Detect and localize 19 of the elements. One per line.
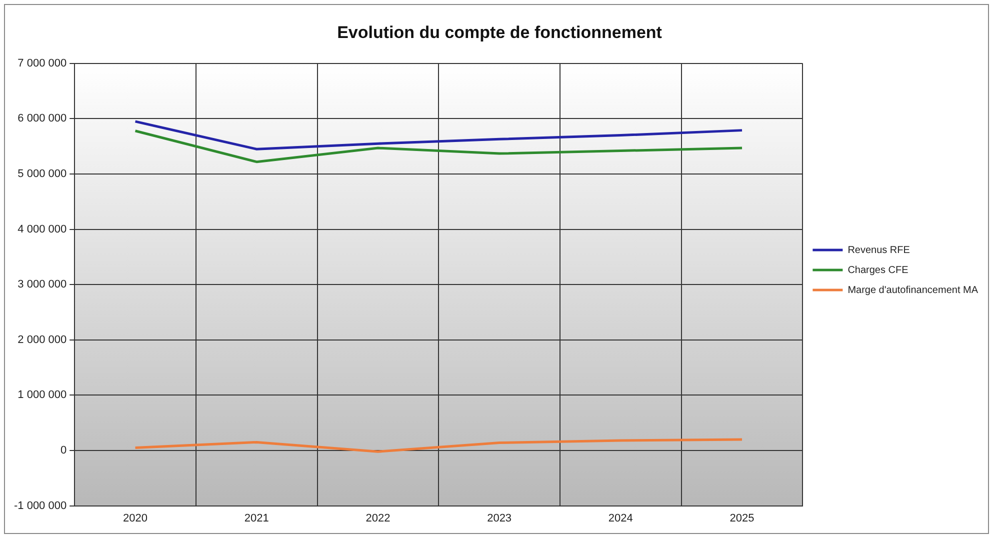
y-tick-label: 5 000 000 xyxy=(18,168,67,180)
y-tick-label: 7 000 000 xyxy=(18,57,67,70)
x-tick-label: 2023 xyxy=(487,512,512,524)
y-tick-label: 1 000 000 xyxy=(18,389,67,402)
x-tick-label: 2025 xyxy=(730,512,754,524)
x-tick-label: 2021 xyxy=(244,512,269,524)
legend-label: Marge d'autofinancement MA xyxy=(848,284,978,296)
chart-title: Evolution du compte de fonctionnement xyxy=(337,22,662,42)
x-tick-label: 2020 xyxy=(123,512,148,524)
y-tick-label: 6 000 000 xyxy=(18,112,67,125)
legend-label: Revenus RFE xyxy=(848,244,910,256)
y-tick-label: -1 000 000 xyxy=(14,500,67,512)
x-tick-label: 2024 xyxy=(608,512,633,524)
y-tick-label: 3 000 000 xyxy=(18,278,67,291)
y-tick-label: 4 000 000 xyxy=(18,223,67,236)
x-tick-label: 2022 xyxy=(366,512,390,524)
legend-label: Charges CFE xyxy=(848,264,909,276)
y-tick-label: 0 xyxy=(60,444,67,457)
y-tick-label: 2 000 000 xyxy=(18,334,67,346)
